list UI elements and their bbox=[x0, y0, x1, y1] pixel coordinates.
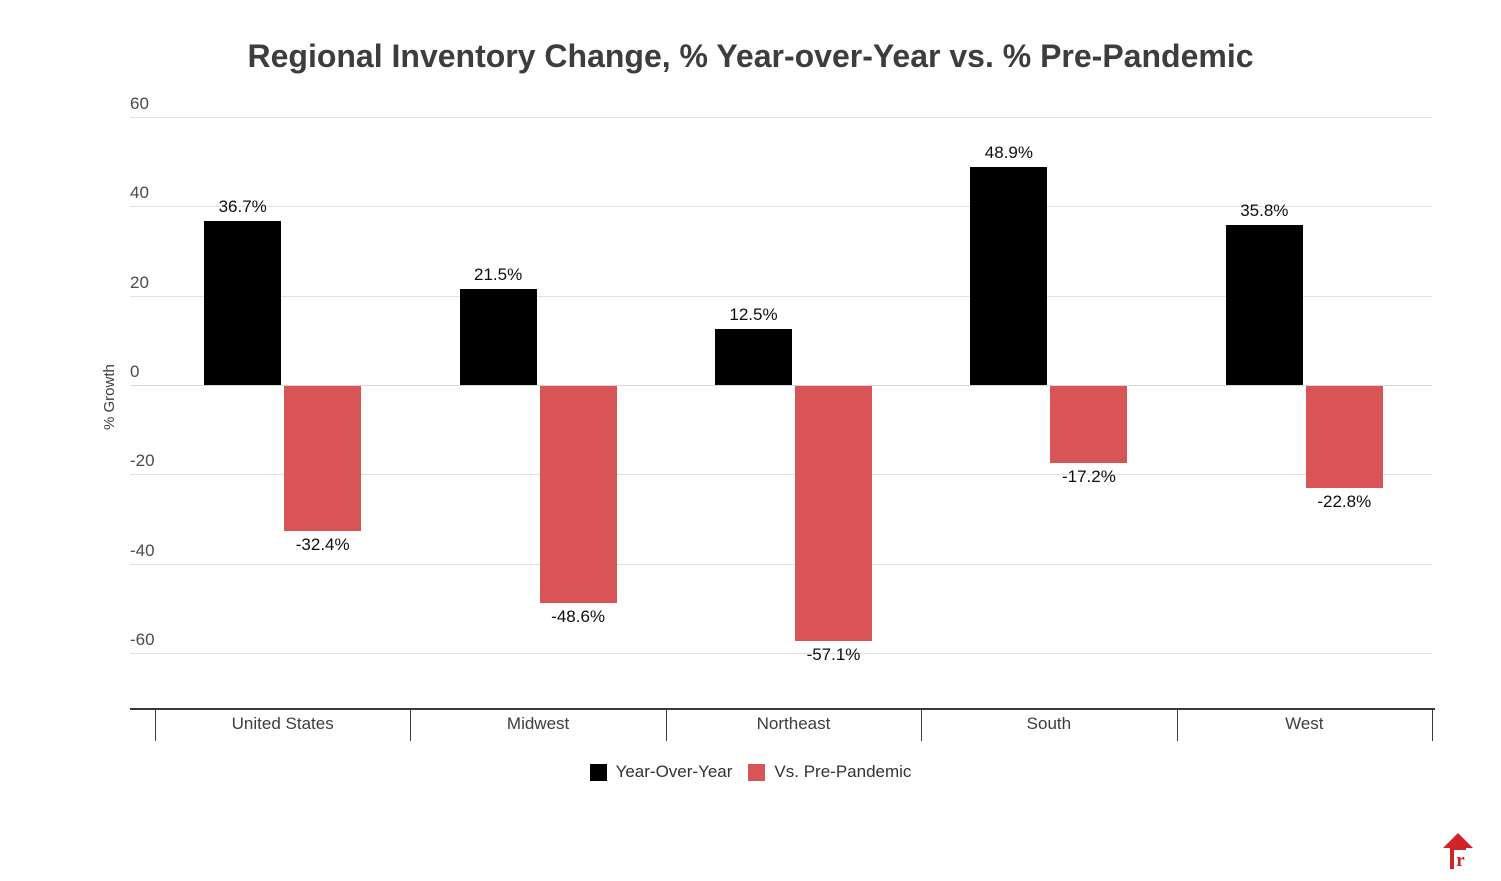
bar-value-label: -32.4% bbox=[295, 534, 350, 554]
bar-value-label: 36.7% bbox=[218, 197, 267, 217]
gridline bbox=[130, 295, 1432, 297]
bar-vs-pre-pandemic bbox=[1050, 386, 1128, 463]
y-tick-label: -60 bbox=[130, 630, 155, 649]
category-divider bbox=[1176, 708, 1178, 741]
gridline bbox=[130, 117, 1432, 118]
bar-value-label: -17.2% bbox=[1061, 466, 1116, 486]
category-divider bbox=[921, 708, 923, 741]
category-divider bbox=[155, 708, 156, 741]
legend-label: Vs. Pre-Pandemic bbox=[774, 762, 912, 781]
y-axis-title: % Growth bbox=[101, 364, 118, 430]
x-category-label: Midwest bbox=[506, 714, 570, 733]
logo-letter-r: r bbox=[1456, 850, 1465, 869]
legend-swatch-icon bbox=[589, 763, 607, 781]
legend-label: Year-Over-Year bbox=[615, 762, 733, 781]
y-tick-label: 20 bbox=[130, 272, 149, 292]
bar-value-label: 35.8% bbox=[1240, 201, 1289, 221]
bar-value-label: -22.8% bbox=[1317, 491, 1372, 511]
gridline bbox=[130, 653, 1432, 654]
bar-vs-pre-pandemic bbox=[284, 386, 362, 531]
category-divider bbox=[410, 708, 412, 741]
bar-value-label: 21.5% bbox=[473, 265, 523, 284]
legend-item: Year-Over-Year bbox=[589, 762, 733, 782]
legend-swatch-icon bbox=[748, 763, 766, 781]
gridline bbox=[130, 474, 1432, 476]
y-tick-label: 40 bbox=[130, 183, 149, 203]
bar-year-over-year bbox=[970, 166, 1048, 385]
y-tick-label: -20 bbox=[130, 451, 155, 471]
x-axis-rule bbox=[130, 708, 1435, 710]
bar-year-over-year bbox=[1225, 225, 1303, 385]
legend: Year-Over-Year Vs. Pre-Pandemic bbox=[0, 762, 1501, 782]
bar-year-over-year bbox=[204, 221, 282, 385]
chart-title: Regional Inventory Change, % Year-over-Y… bbox=[247, 38, 1254, 74]
gridline bbox=[130, 563, 1432, 565]
legend-item: Vs. Pre-Pandemic bbox=[748, 762, 911, 782]
y-tick-label: 60 bbox=[130, 94, 149, 113]
x-category-label: United States bbox=[231, 714, 334, 733]
bar-vs-pre-pandemic bbox=[539, 386, 617, 604]
y-tick-label: -40 bbox=[130, 540, 155, 560]
bar-vs-pre-pandemic bbox=[795, 386, 872, 641]
category-divider bbox=[665, 708, 667, 741]
bar-value-label: -57.1% bbox=[806, 645, 861, 664]
bar-year-over-year bbox=[459, 289, 537, 385]
bar-value-label: -48.6% bbox=[551, 607, 606, 627]
realtor-house-icon: r bbox=[1443, 833, 1473, 869]
bar-year-over-year bbox=[715, 329, 792, 385]
x-category-label: Northeast bbox=[756, 714, 831, 733]
x-category-label: South bbox=[1026, 714, 1072, 733]
bar-value-label: 48.9% bbox=[984, 142, 1033, 162]
x-category-label: West bbox=[1285, 714, 1324, 733]
bar-vs-pre-pandemic bbox=[1305, 386, 1383, 488]
gridline bbox=[130, 206, 1432, 208]
category-divider bbox=[1432, 708, 1433, 741]
house-window bbox=[1454, 850, 1467, 869]
y-tick-label: 0 bbox=[130, 362, 140, 381]
gridline bbox=[130, 385, 1432, 386]
bar-value-label: 12.5% bbox=[729, 305, 778, 325]
